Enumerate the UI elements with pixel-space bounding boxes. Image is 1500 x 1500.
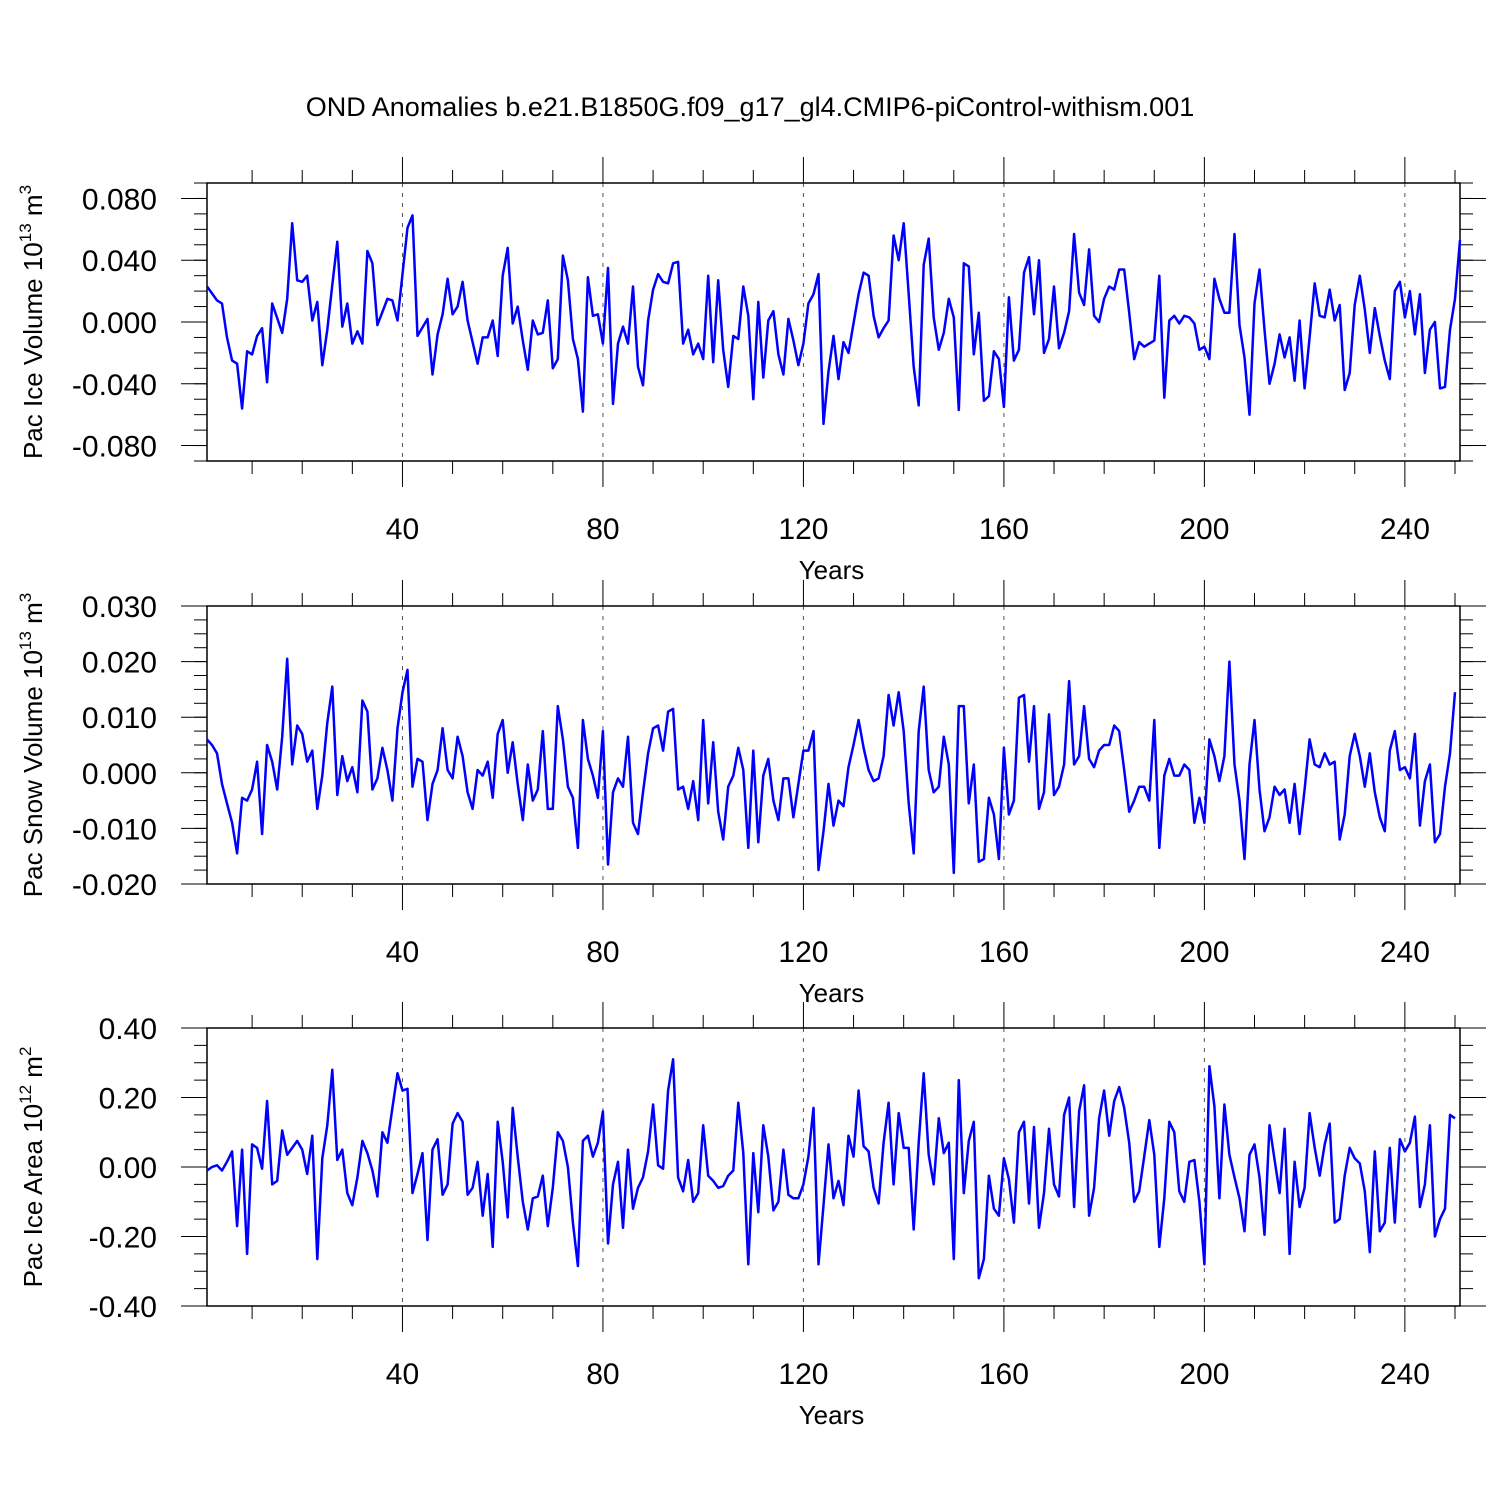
plot-frame [206,182,1461,462]
series-line [206,1058,1456,1280]
x-tick-label: 40 [386,513,419,546]
y-axis-label-text: m [18,602,48,631]
y-tick-label: 0.030 [82,591,157,624]
x-tick-label: 200 [1179,1358,1229,1391]
y-axis-label-text: Pac Ice Volume 10 [18,242,48,459]
y-tick-label: 0.080 [82,183,157,216]
x-tick-label: 160 [979,1358,1029,1391]
y-axis-label: Pac Ice Volume 1013 m3 [16,185,48,459]
series-line [206,657,1457,875]
y-tick-label: 0.40 [99,1013,157,1046]
plot-frame [206,1027,1461,1307]
x-tick-label: 240 [1380,936,1430,969]
y-axis-label-superscript: 13 [16,631,35,650]
y-axis-label-text: Pac Snow Volume 10 [18,650,48,897]
x-tick-label: 200 [1179,936,1229,969]
x-tick-label: 160 [979,936,1029,969]
y-tick-label: 0.020 [82,647,157,680]
y-axis-label-superscript: 3 [16,185,35,194]
chart-panel-2: 40 80 120 160 200 240 0.030 0.020 0.010 0.000 -0.0… [16,580,1486,1008]
y-axis-label-superscript: 12 [16,1085,35,1104]
y-tick-label: -0.40 [89,1291,157,1324]
y-tick-label: 0.20 [99,1083,157,1116]
series-line [205,214,1462,426]
y-axis-label: Pac Snow Volume 1013 m3 [16,593,48,897]
y-axis-label-text: m [18,194,48,223]
x-axis-label: Years [799,978,865,1008]
y-tick-label: -0.040 [72,369,157,402]
x-tick-label: 120 [778,1358,828,1391]
y-axis-label-text: m [18,1056,48,1085]
x-tick-label: 240 [1380,1358,1430,1391]
y-tick-label: 0.010 [82,702,157,735]
x-axis-label: Years [799,1400,865,1430]
x-tick-label: 80 [586,513,619,546]
chart-title: OND Anomalies b.e21.B1850G.f09_g17_gl4.C… [305,92,1195,122]
y-tick-label: 0.000 [82,758,157,791]
chart-panel-1: 40 80 120 160 200 240 0.080 0.040 0.000 -0.040 -0.… [16,157,1486,585]
y-tick-label: -0.080 [72,431,157,464]
x-tick-label: 80 [586,936,619,969]
y-axis-label: Pac Ice Area 1012 m2 [16,1047,48,1288]
y-tick-label: 0.000 [82,307,157,340]
x-tick-label: 40 [386,1358,419,1391]
y-tick-label: 0.00 [99,1152,157,1185]
x-tick-label: 40 [386,936,419,969]
x-axis-label: Years [799,555,865,585]
y-tick-label: -0.010 [72,813,157,846]
y-axis-label-superscript: 3 [16,593,35,602]
y-axis-label-text: Pac Ice Area 10 [18,1104,48,1288]
x-tick-label: 200 [1179,513,1229,546]
y-tick-label: -0.20 [89,1222,157,1255]
x-tick-label: 120 [778,936,828,969]
y-axis-label-superscript: 2 [16,1047,35,1056]
x-tick-label: 120 [778,513,828,546]
y-axis-label-superscript: 13 [16,223,35,242]
x-tick-label: 240 [1380,513,1430,546]
x-tick-label: 80 [586,1358,619,1391]
y-tick-label: -0.020 [72,869,157,902]
x-tick-label: 160 [979,513,1029,546]
plot-frame [206,605,1461,885]
y-tick-label: 0.040 [82,245,157,278]
chart-panel-3: 40 80 120 160 200 240 0.40 0.20 0.00 -0.20 -0.40 Ye… [16,1002,1486,1430]
